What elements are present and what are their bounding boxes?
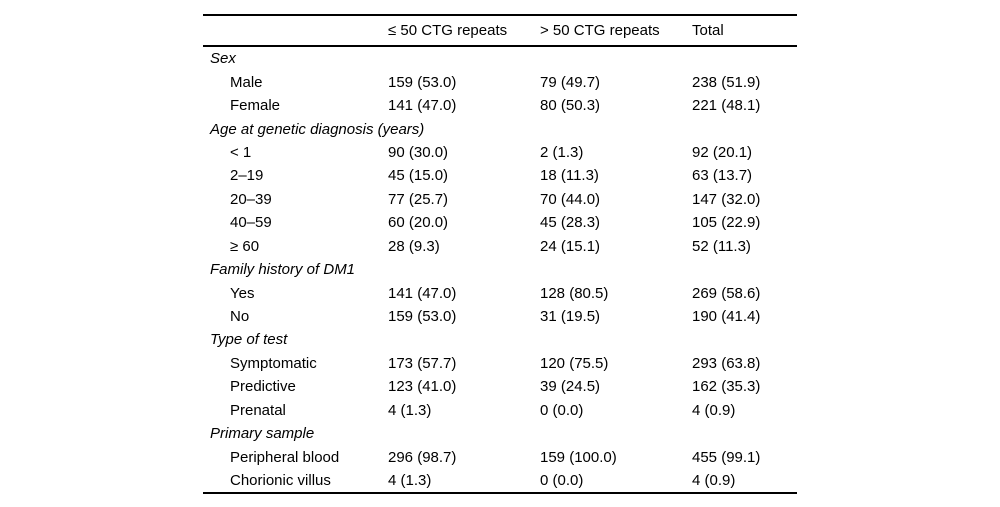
summary-table: ≤ 50 CTG repeats > 50 CTG repeats Total Se… [203,14,797,495]
table-cell: 141 (47.0) [388,284,457,302]
table-row: Predictive 123 (41.0) 39 (24.5) 162 (35.3) [203,375,797,398]
table-cell: 159 (53.0) [388,308,457,326]
table-cell: 92 (20.1) [692,143,753,161]
column-header: Total [692,21,724,39]
table-cell: 80 (50.3) [540,97,601,115]
section-label: Family history of DM1 [210,261,356,279]
table-cell: 120 (75.5) [540,354,609,372]
table-cell: 0 (0.0) [540,401,584,419]
row-label: 20–39 [230,190,272,208]
table-row: < 1 90 (30.0) 2 (1.3) 92 (20.1) [203,141,797,164]
table-row: Male 159 (53.0) 79 (49.7) 238 (51.9) [203,70,797,93]
table-row: Prenatal 4 (1.3) 0 (0.0) 4 (0.9) [203,399,797,422]
table-cell: 52 (11.3) [692,237,751,255]
column-header: > 50 CTG repeats [540,21,660,39]
table-row: ≥ 60 28 (9.3) 24 (15.1) 52 (11.3) [203,235,797,258]
row-label: < 1 [230,143,252,161]
table-cell: 18 (11.3) [540,167,599,185]
table-cell: 60 (20.0) [388,214,449,232]
row-label: Prenatal [230,401,286,419]
table-cell: 28 (9.3) [388,237,440,255]
table-cell: 162 (35.3) [692,378,761,396]
table-cell: 4 (0.9) [692,472,736,490]
table-cell: 296 (98.7) [388,448,457,466]
table-cell: 159 (53.0) [388,73,457,91]
section-label: Age at genetic diagnosis (years) [210,120,425,138]
table-cell: 123 (41.0) [388,378,457,396]
section-label: Sex [210,50,236,68]
table-body: Sex Male 159 (53.0) 79 (49.7) 238 (51.9) Fema… [203,47,797,492]
table-row: 2–19 45 (15.0) 18 (11.3) 63 (13.7) [203,164,797,187]
table-cell: 77 (25.7) [388,190,449,208]
section-label: Primary sample [210,425,315,443]
column-header: ≤ 50 CTG repeats [388,21,508,39]
table-cell: 2 (1.3) [540,143,584,161]
table-cell: 159 (100.0) [540,448,617,466]
table-cell: 455 (99.1) [692,448,761,466]
row-label: ≥ 60 [230,237,260,255]
table-row: Symptomatic 173 (57.7) 120 (75.5) 293 (63.8… [203,352,797,375]
table-row: 20–39 77 (25.7) 70 (44.0) 147 (32.0) [203,188,797,211]
table-cell: 4 (1.3) [388,472,432,490]
table-cell: 105 (22.9) [692,214,761,232]
table-row: Yes 141 (47.0) 128 (80.5) 269 (58.6) [203,281,797,304]
table-top-rule [203,14,797,16]
row-label: 2–19 [230,167,264,185]
row-label: 40–59 [230,214,272,232]
table-cell: 293 (63.8) [692,354,761,372]
section-row: Family history of DM1 [203,258,797,281]
section-row: Type of test [203,328,797,351]
table-cell: 79 (49.7) [540,73,601,91]
table-cell: 0 (0.0) [540,472,584,490]
table-cell: 221 (48.1) [692,97,761,115]
table-cell: 147 (32.0) [692,190,761,208]
row-label: Chorionic villus [230,472,331,490]
table-cell: 45 (28.3) [540,214,601,232]
section-row: Sex [203,47,797,70]
table-cell: 24 (15.1) [540,237,601,255]
table-header-rule [203,45,797,47]
table-cell: 70 (44.0) [540,190,601,208]
table-row: No 159 (53.0) 31 (19.5) 190 (41.4) [203,305,797,328]
table-row: 40–59 60 (20.0) 45 (28.3) 105 (22.9) [203,211,797,234]
row-label: Symptomatic [230,354,317,372]
table-cell: 269 (58.6) [692,284,761,302]
row-label: Female [230,97,281,115]
section-row: Age at genetic diagnosis (years) [203,117,797,140]
table-cell: 128 (80.5) [540,284,609,302]
table-cell: 31 (19.5) [540,308,601,326]
table-cell: 141 (47.0) [388,97,457,115]
row-label: Yes [230,284,255,302]
row-label: Predictive [230,378,296,396]
table-cell: 90 (30.0) [388,143,449,161]
table-cell: 63 (13.7) [692,167,753,185]
table-row: Peripheral blood 296 (98.7) 159 (100.0) 455… [203,445,797,468]
table-row: Chorionic villus 4 (1.3) 0 (0.0) 4 (0.9) [203,469,797,492]
table-bottom-rule [203,492,797,495]
table-cell: 4 (0.9) [692,401,736,419]
row-label: Peripheral blood [230,448,340,466]
section-row: Primary sample [203,422,797,445]
table-cell: 39 (24.5) [540,378,601,396]
table-cell: 45 (15.0) [388,167,449,185]
table-cell: 4 (1.3) [388,401,432,419]
table-cell: 173 (57.7) [388,354,457,372]
table-header-row: ≤ 50 CTG repeats > 50 CTG repeats Total [203,16,797,46]
table-row: Female 141 (47.0) 80 (50.3) 221 (48.1) [203,94,797,117]
row-label: No [230,308,250,326]
table-cell: 238 (51.9) [692,73,761,91]
table-cell: 190 (41.4) [692,308,761,326]
row-label: Male [230,73,263,91]
section-label: Type of test [210,331,288,349]
